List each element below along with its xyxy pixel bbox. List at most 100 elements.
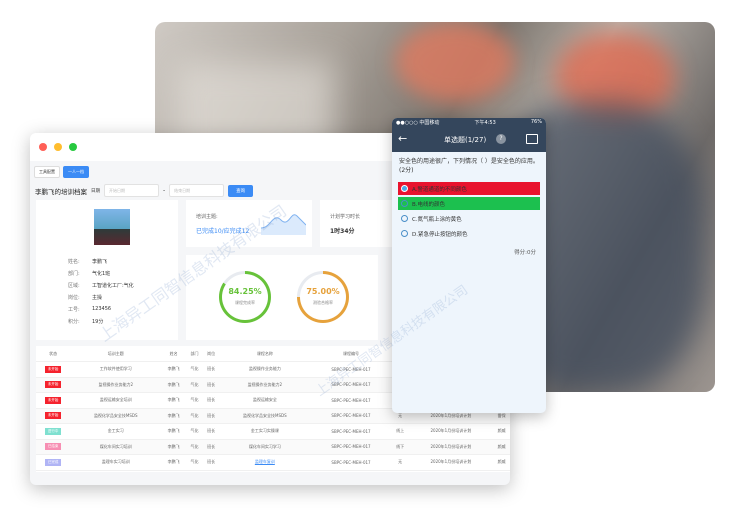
field-label: 积分:	[68, 319, 80, 325]
rate-label: 课程完成率	[235, 300, 255, 305]
table-cell: 班长	[202, 454, 220, 471]
table-cell: 监视化学品安全技MSDS	[70, 408, 162, 424]
status-badge: 未开始	[44, 396, 62, 404]
table-cell: SBPC-PEC-MEH-017	[310, 454, 392, 471]
table-cell: 监视操作业务能力2	[219, 377, 311, 393]
field-label: 姓名:	[68, 259, 80, 265]
topic-label: 培训主题:	[196, 214, 218, 220]
radio-icon	[401, 185, 408, 192]
answer-option[interactable]: C.氮气瓶上涂的黄色	[398, 212, 540, 225]
profile-field: 部门: 气化1班	[68, 270, 110, 277]
table-cell: 监视操作业务能力	[219, 361, 311, 378]
profile-field: 区域: 工智道化工厂:气化	[68, 282, 134, 289]
table-row[interactable]: 已结束 煤化车间实习培训 李鹏飞 气化 班长 煤化车间实习学习 SBPC-PEC-MEH-0…	[36, 439, 510, 455]
tab-tool-config[interactable]: 工具配置	[34, 166, 60, 178]
answer-option[interactable]: D.紧急停止按钮的颜色	[398, 227, 540, 240]
table-cell: 气化	[186, 423, 203, 440]
status-bar: ●●○○○ 中国移动 下午4:53 76%	[392, 118, 546, 128]
table-cell: 李鹏飞	[161, 408, 187, 424]
table-cell: 李鹏飞	[161, 392, 187, 409]
start-date-input[interactable]: 开始日期	[104, 184, 159, 197]
status-badge: 未开始	[44, 381, 62, 389]
table-cell: 颜威	[493, 454, 510, 471]
sparkline	[261, 214, 306, 235]
radio-icon	[401, 215, 408, 222]
field-value: 李鹏飞	[92, 259, 108, 265]
search-button[interactable]: 查询	[228, 184, 254, 197]
question-text: 安全色的用途很广，下列情况（ ）是安全色的应用。(2分)	[399, 158, 539, 174]
option-label: C.氮气瓶上涂的黄色	[412, 216, 462, 223]
topic-card: 培训主题: 已完成10/应完成12	[186, 200, 312, 247]
table-cell: SBPC-PEC-MEH-017	[310, 439, 392, 455]
table-cell: 班长	[202, 439, 220, 455]
tab-profile[interactable]: 一人一档	[63, 166, 89, 178]
table-row[interactable]: 未开始 监视操作业务能力2 李鹏飞 气化 班长 监视操作业务能力2 SBPC-PEC-MEH…	[36, 377, 510, 393]
field-label: 岗位:	[68, 295, 80, 301]
date-separator: -	[163, 187, 166, 194]
table-cell: 班长	[202, 408, 220, 424]
back-arrow-icon[interactable]: ←	[398, 132, 408, 145]
table-cell: 李鹏飞	[161, 454, 187, 471]
table-cell: 颜威	[493, 423, 510, 440]
table-cell: SBPC-PEC-MEH-017	[310, 361, 392, 378]
table-row[interactable]: 已完成 监理车实习培训 李鹏飞 气化 班长 监理车复训 SBPC-PEC-MEH-017 无 2…	[36, 454, 510, 471]
profile-field: 工号: 123456	[68, 306, 111, 313]
status-badge: 进行中	[44, 427, 62, 435]
field-label: 区域:	[68, 283, 80, 289]
field-value: 19分	[92, 319, 104, 325]
field-value: 气化1班	[92, 271, 111, 277]
table-row[interactable]: 进行中 金工实习 李鹏飞 气化 班长 金工实习实操课 SBPC-PEC-MEH-017 线上 2…	[36, 423, 510, 440]
close-dot[interactable]	[39, 143, 47, 151]
table-cell: 监视化学品安全技MSDS	[219, 408, 311, 424]
nav-bar: ← 单选题(1/27) ?	[392, 128, 546, 152]
battery: 76%	[530, 119, 542, 125]
table-cell: 煤化车间实习学习	[219, 439, 311, 455]
column-header: 部门	[186, 346, 203, 362]
rate-value: 84.25%	[228, 287, 262, 296]
table-cell: 无	[391, 454, 409, 471]
table-cell: 2020年1月份培训计划	[408, 423, 494, 440]
field-label: 部门:	[68, 271, 80, 277]
profile-field: 积分: 19分	[68, 318, 103, 325]
answer-card-icon[interactable]	[526, 134, 538, 144]
field-value: 123456	[92, 306, 112, 312]
profile-field: 姓名: 李鹏飞	[68, 258, 107, 265]
column-header: 姓名	[161, 346, 187, 362]
field-label: 工号:	[68, 307, 80, 313]
status-badge: 已完成	[44, 458, 62, 466]
question-title: 单选题(1/27)	[444, 136, 487, 144]
hours-value: 1时34分	[330, 228, 355, 235]
status-badge: 未开始	[44, 365, 62, 373]
hours-label: 计划学习时长	[330, 214, 361, 220]
help-icon[interactable]: ?	[496, 134, 506, 144]
column-header: 培训主题	[70, 346, 162, 362]
table-cell: 气化	[186, 454, 203, 471]
rate-value: 75.00%	[306, 287, 340, 296]
end-date-input[interactable]: 结束日期	[169, 184, 225, 197]
table-cell: 金工实习实操课	[219, 423, 311, 440]
answer-option[interactable]: A.警道通道的不同颜色	[398, 182, 540, 195]
maximize-dot[interactable]	[69, 143, 77, 151]
table-cell: SBPC-PEC-MEH-017	[310, 392, 392, 409]
table-cell: 班长	[202, 392, 220, 409]
status-badge: 已结束	[44, 443, 62, 451]
field-value: 主操	[92, 295, 103, 301]
rate-label: 测验合格率	[313, 300, 333, 305]
carrier: ●●○○○ 中国移动	[396, 120, 440, 126]
table-cell: 监视运输安全培训	[70, 392, 162, 409]
table-cell: 李鹏飞	[161, 377, 187, 393]
table-cell: 气化	[186, 377, 203, 393]
table-cell[interactable]: 监理车复训	[219, 454, 311, 471]
answer-option[interactable]: B.电线的颜色	[398, 197, 540, 210]
score: 得分:0分	[514, 250, 536, 256]
table-cell: SBPC-PEC-MEH-017	[310, 377, 392, 393]
radio-icon	[401, 200, 408, 207]
status-badge: 未开始	[44, 412, 62, 420]
table-cell: 工作软件使用学习	[70, 361, 162, 378]
table-cell: 颜威	[493, 439, 510, 455]
table-cell: 李鹏飞	[161, 439, 187, 455]
table-cell: 线下	[391, 439, 409, 455]
table-cell: 气化	[186, 361, 203, 378]
rates-card: 84.25% 课程完成率 75.00% 测验合格率	[186, 255, 378, 340]
minimize-dot[interactable]	[54, 143, 62, 151]
